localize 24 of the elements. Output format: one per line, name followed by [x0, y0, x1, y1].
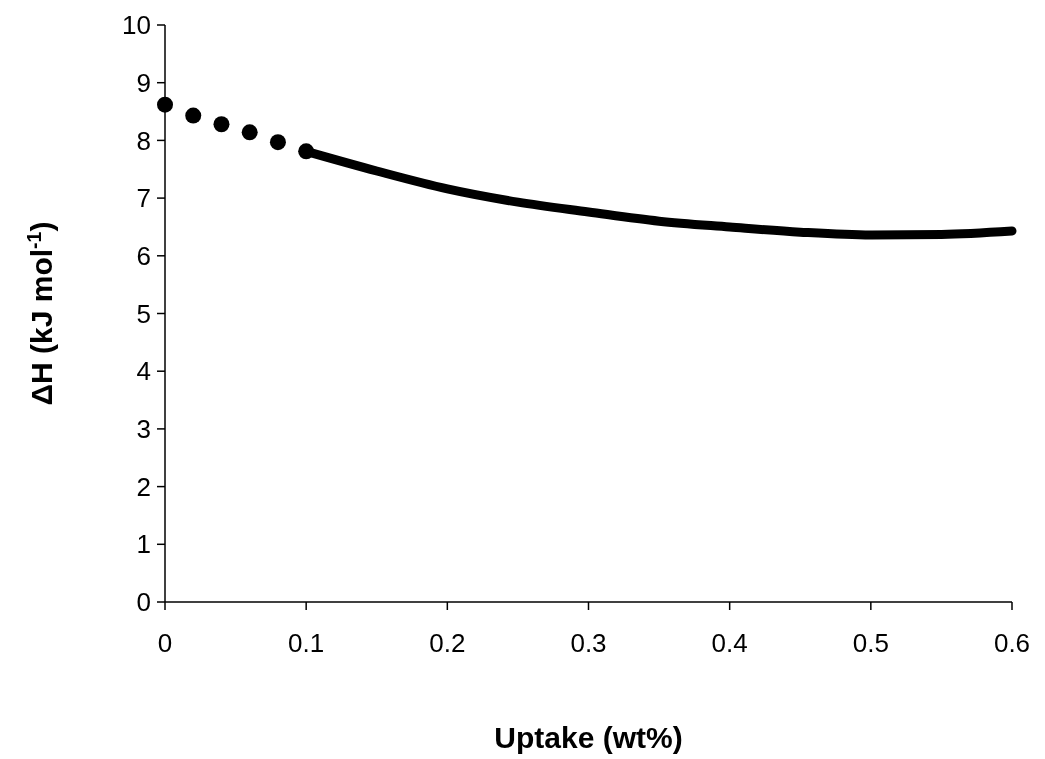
x-tick-label: 0.1 — [288, 628, 325, 658]
x-tick-label: 0.6 — [993, 628, 1031, 658]
y-tick-label: 1 — [136, 529, 151, 560]
y-tick-label: 9 — [136, 67, 151, 98]
point — [185, 107, 202, 124]
y-tick-label: 6 — [136, 240, 151, 271]
y-tick-label: 8 — [136, 125, 151, 156]
x-tick-label: 0.2 — [429, 628, 466, 658]
y-tick-label: 0 — [136, 587, 151, 618]
y-tick-label: 7 — [136, 183, 151, 214]
x-tick-label: 0.4 — [711, 628, 748, 658]
x-tick-label: 0 — [157, 628, 173, 658]
y-tick-label: 4 — [136, 356, 151, 387]
y-tick-label: 10 — [122, 10, 151, 41]
y-tick-label: 5 — [136, 298, 151, 329]
x-tick-label: 0.5 — [852, 628, 889, 658]
point — [213, 116, 230, 133]
x-axis-title: Uptake (wt%) — [494, 721, 683, 754]
point — [157, 96, 173, 113]
y-tick-label: 3 — [136, 414, 151, 444]
point — [269, 134, 286, 151]
point — [241, 124, 258, 141]
x-tick-label: 0.3 — [570, 628, 607, 658]
y-tick-label: 2 — [136, 471, 151, 502]
